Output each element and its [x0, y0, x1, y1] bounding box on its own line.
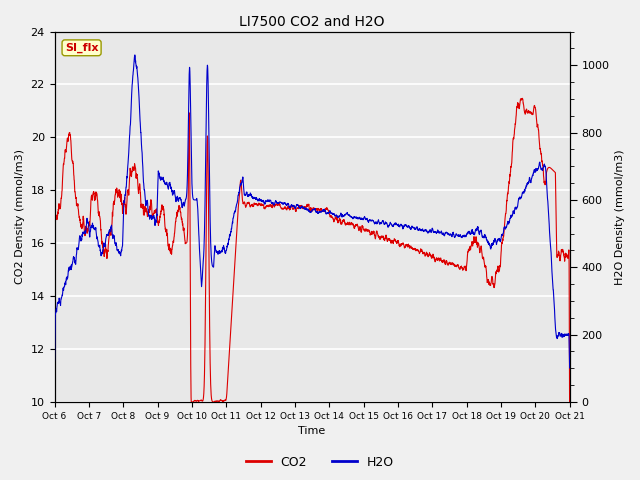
Title: LI7500 CO2 and H2O: LI7500 CO2 and H2O — [239, 15, 385, 29]
Text: SI_flx: SI_flx — [65, 43, 99, 53]
X-axis label: Time: Time — [298, 426, 326, 436]
Y-axis label: CO2 Density (mmol/m3): CO2 Density (mmol/m3) — [15, 149, 25, 284]
Legend: CO2, H2O: CO2, H2O — [241, 451, 399, 474]
Y-axis label: H2O Density (mmol/m3): H2O Density (mmol/m3) — [615, 149, 625, 285]
